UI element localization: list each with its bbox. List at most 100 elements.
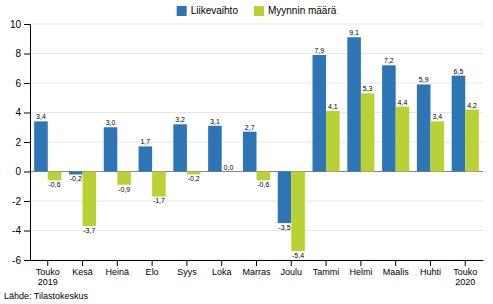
- data-label: -3,7: [83, 227, 95, 234]
- legend-swatch: [254, 6, 264, 16]
- data-label: 9,1: [349, 29, 359, 36]
- x-tick-mark: [82, 260, 83, 266]
- y-axis: -6-4-20246810: [10, 19, 31, 266]
- y-tick-label: -4: [12, 225, 21, 236]
- bar: [173, 124, 187, 171]
- data-label: -3,5: [278, 224, 290, 231]
- x-tick-mark: [256, 260, 257, 266]
- bar: [34, 121, 48, 171]
- data-label: 7,2: [384, 57, 394, 64]
- x-tick: Loka: [212, 260, 232, 277]
- bar: [104, 127, 118, 171]
- bar: [430, 121, 444, 171]
- x-tick-label-line: Loka: [212, 267, 232, 277]
- x-tick-mark: [291, 260, 292, 266]
- x-tick-label-line: 2020: [455, 277, 475, 287]
- x-tick: Maalis: [383, 260, 410, 277]
- data-label: 5,3: [363, 85, 373, 92]
- bar: [152, 172, 166, 197]
- bar: [313, 55, 327, 172]
- y-tick: -6: [12, 255, 30, 266]
- x-tick-label: Kesä: [72, 267, 93, 277]
- x-tick-label: Elo: [146, 267, 159, 277]
- data-label: 5,9: [419, 76, 429, 83]
- x-tick-mark: [221, 260, 222, 266]
- bars: [34, 37, 479, 251]
- x-tick-label-line: Kesä: [72, 267, 93, 277]
- data-label: 0,0: [224, 164, 234, 171]
- data-label: 3,2: [175, 116, 185, 123]
- x-tick-mark: [360, 260, 361, 266]
- y-tick-label: -2: [12, 196, 21, 207]
- bar-series: [34, 37, 465, 223]
- y-tick: -4: [12, 225, 30, 236]
- x-tick-label-line: Maalis: [383, 267, 410, 277]
- data-label: -0,9: [118, 186, 130, 193]
- y-tick: 10: [10, 19, 30, 30]
- data-label: -1,7: [153, 197, 165, 204]
- y-tick: 0: [15, 166, 30, 177]
- bar: [417, 84, 431, 171]
- legend-item: Myynnin määrä: [254, 5, 337, 16]
- bar: [278, 172, 292, 224]
- x-tick-label: Syys: [177, 267, 197, 277]
- bar: [396, 107, 410, 172]
- grid-line: [30, 230, 483, 231]
- data-label: 1,7: [140, 138, 150, 145]
- legend-label: Myynnin määrä: [268, 5, 337, 16]
- x-tick: Syys: [177, 260, 197, 277]
- y-tick: -2: [12, 196, 30, 207]
- y-tick-mark: [24, 172, 30, 173]
- data-label: 4,2: [467, 102, 477, 109]
- x-tick-mark: [47, 260, 48, 266]
- x-tick-label: Helmi: [349, 267, 372, 277]
- y-tick-mark: [24, 83, 30, 84]
- data-label: -0,6: [48, 181, 60, 188]
- y-tick-mark: [24, 231, 30, 232]
- x-tick-label-line: Touko: [36, 267, 60, 277]
- x-tick-label: Loka: [212, 267, 232, 277]
- x-tick: Joulu: [281, 260, 303, 277]
- data-label: 3,4: [432, 113, 442, 120]
- bar: [465, 110, 479, 172]
- x-tick-mark: [152, 260, 153, 266]
- x-tick-mark: [465, 260, 466, 266]
- bar: [208, 126, 222, 172]
- grid-line: [30, 201, 483, 202]
- x-tick-label: Huhti: [420, 267, 441, 277]
- annotation: Lähde: Tilastokeskus: [4, 291, 89, 301]
- y-tick-mark: [24, 54, 30, 55]
- grid-line: [30, 53, 483, 54]
- x-tick: Touko2020: [453, 260, 477, 287]
- data-label: -0,6: [257, 181, 269, 188]
- x-tick-label-line: Helmi: [349, 267, 372, 277]
- x-tick-label: Tammi: [313, 267, 340, 277]
- y-axis-line: [24, 25, 31, 261]
- legend-label: Liikevaihto: [191, 5, 239, 16]
- y-tick: 6: [15, 78, 30, 89]
- data-label: 3,1: [210, 118, 220, 125]
- x-tick-mark: [395, 260, 396, 266]
- grid-line: [30, 83, 483, 84]
- x-tick-label-line: Elo: [146, 267, 159, 277]
- y-tick-label: 8: [15, 48, 21, 59]
- bar: [243, 132, 257, 172]
- x-tick-label-line: Tammi: [313, 267, 340, 277]
- bar: [452, 76, 466, 172]
- data-label: 3,0: [106, 119, 116, 126]
- y-tick-label: 10: [10, 19, 22, 30]
- y-tick-mark: [24, 113, 30, 114]
- y-tick-label: 0: [15, 166, 21, 177]
- data-label: 4,4: [398, 99, 408, 106]
- data-label: 4,1: [328, 103, 338, 110]
- data-label: 6,5: [454, 68, 464, 75]
- x-tick: Elo: [146, 260, 159, 277]
- x-tick-label: Touko2020: [453, 267, 477, 287]
- x-tick-label-line: Syys: [177, 267, 197, 277]
- x-tick: Marras: [242, 260, 271, 277]
- x-tick: Heinä: [106, 260, 130, 277]
- bar: [382, 65, 396, 171]
- legend-item: Liikevaihto: [177, 5, 239, 16]
- y-tick-label: -6: [12, 255, 21, 266]
- grid-line: [30, 112, 483, 113]
